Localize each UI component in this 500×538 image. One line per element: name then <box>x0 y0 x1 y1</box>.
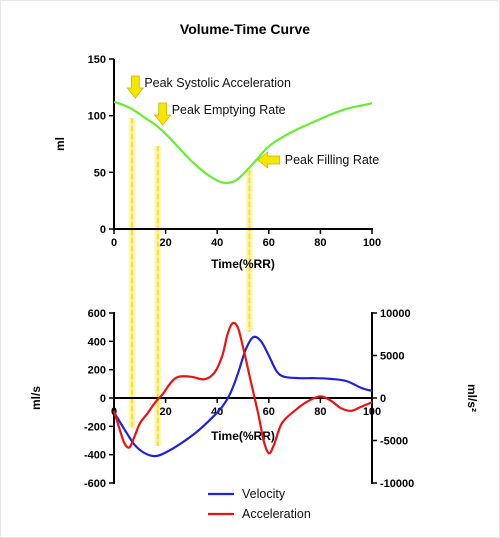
bottom-right-tick-label: 0 <box>380 393 386 405</box>
annotation-arrow-icon <box>153 102 172 126</box>
series-layer <box>112 101 373 458</box>
bottom-axes: 0 20 40 60 80 100-600-400-2000200400600-10000… <box>29 308 479 490</box>
top-axes: 0 20 40 60 80 100 0 50 100 150 Time(%RR) ml <box>53 54 381 271</box>
top-x-tick-label: 60 <box>263 237 275 249</box>
chart-title: Volume-Time Curve <box>180 21 310 37</box>
bottom-y-tick-label: -200 <box>84 421 106 433</box>
legend: Velocity Acceleration <box>208 487 311 521</box>
bottom-right-tick-label: -5000 <box>380 436 408 448</box>
annotation-label: Peak Systolic Acceleration <box>144 76 291 90</box>
bottom-y-axis-label-left: ml/s <box>29 386 43 410</box>
annotation-label: Peak Emptying Rate <box>172 103 286 117</box>
bottom-x-axis-label: Time(%RR) <box>211 429 275 443</box>
bottom-y-tick-label: -600 <box>84 478 106 490</box>
top-x-tick-label: 80 <box>314 237 326 249</box>
bottom-right-tick-label: -10000 <box>380 478 414 490</box>
bottom-x-tick-label: 80 <box>314 406 326 418</box>
top-y-tick-label: 0 <box>100 224 106 236</box>
top-x-tick-label: 40 <box>211 237 223 249</box>
bottom-y-tick-label: 200 <box>88 365 106 377</box>
bottom-right-tick-label: 5000 <box>380 351 404 363</box>
top-y-tick-label: 100 <box>88 111 106 123</box>
bottom-y-tick-label: 400 <box>88 336 106 348</box>
legend-label: Acceleration <box>242 507 311 521</box>
annotation-layer: Peak Systolic Acceleration Peak Emptying … <box>126 75 380 169</box>
top-y-axis-label: ml <box>53 137 67 151</box>
top-x-tick-label: 0 <box>111 237 117 249</box>
top-y-tick-label: 150 <box>88 54 106 66</box>
top-y-tick-label: 50 <box>94 167 106 179</box>
annotation-label: Peak Filling Rate <box>285 153 380 167</box>
volume-series-line <box>113 101 373 185</box>
bottom-y-tick-label: 600 <box>88 308 106 320</box>
bottom-right-tick-label: 10000 <box>380 308 411 320</box>
velocity-series-line <box>113 335 373 458</box>
bottom-y-axis-label-right: ml/s² <box>465 384 479 412</box>
annotation-arrow-icon <box>126 75 145 99</box>
annotation-arrow-icon <box>257 151 281 169</box>
top-x-tick-label: 100 <box>363 237 381 249</box>
top-x-axis-label: Time(%RR) <box>211 257 275 271</box>
highlight-bands <box>128 118 254 446</box>
acceleration-series-line <box>112 321 373 455</box>
bottom-y-tick-label: 0 <box>100 393 106 405</box>
highlight-band <box>153 146 162 446</box>
bottom-x-tick-label: 60 <box>263 406 275 418</box>
legend-label: Velocity <box>242 487 286 501</box>
bottom-x-tick-label: 100 <box>363 406 381 418</box>
bottom-y-tick-label: -400 <box>84 450 106 462</box>
bottom-x-tick-label: 20 <box>159 406 171 418</box>
top-x-tick-label: 20 <box>159 237 171 249</box>
